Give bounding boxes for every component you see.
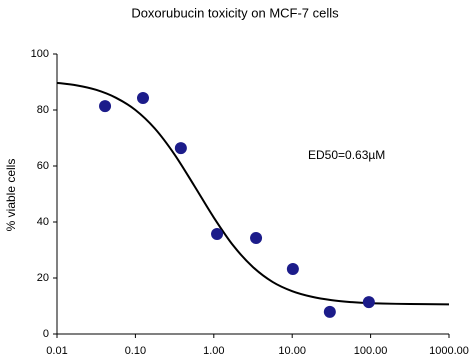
x-tick-label: 1.00 [203, 345, 224, 357]
data-point [250, 231, 263, 244]
data-point [136, 91, 149, 104]
data-point [99, 100, 112, 113]
data-point [211, 228, 224, 241]
x-tick-label: 0.10 [125, 345, 146, 357]
y-tick-label: 20 [37, 272, 49, 284]
x-tick-label: 0.01 [46, 345, 67, 357]
y-tick-label: 0 [43, 328, 49, 340]
y-tick-label: 40 [37, 216, 49, 228]
y-tick-label: 60 [37, 160, 49, 172]
data-point [362, 296, 375, 309]
x-tick-label: 1000.00 [429, 345, 469, 357]
data-point [323, 305, 336, 318]
fit-curve [56, 81, 450, 306]
y-tick-label: 100 [31, 48, 49, 60]
y-axis-label: % viable cells [4, 159, 18, 232]
data-point [174, 142, 187, 155]
annotation: ED50=0.63µM [308, 148, 385, 162]
chart-title: Doxorubucin toxicity on MCF-7 cells [131, 5, 339, 20]
x-tick-label: 10.00 [278, 345, 306, 357]
y-tick-label: 80 [37, 104, 49, 116]
x-tick-label: 100.00 [354, 345, 388, 357]
data-point [286, 263, 299, 276]
